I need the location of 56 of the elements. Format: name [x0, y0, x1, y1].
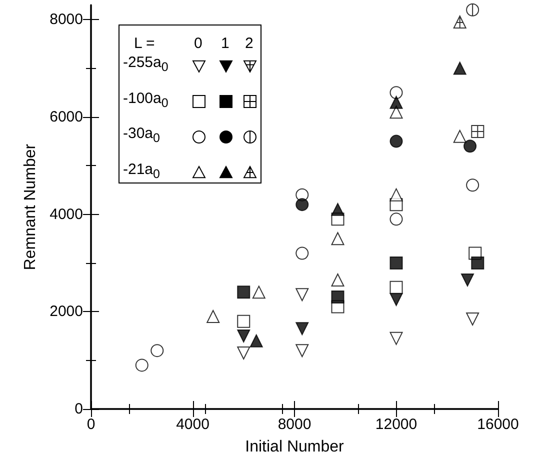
x-tick-label: 16000: [477, 416, 519, 433]
point: [237, 286, 250, 299]
legend-title: L =: [134, 34, 155, 53]
point: [453, 130, 466, 143]
point: [390, 188, 403, 202]
point: [296, 344, 309, 358]
point: [464, 140, 477, 153]
point: [390, 86, 403, 100]
annotation: 0: [194, 34, 202, 53]
point: [466, 178, 480, 192]
y-tick-label: 0: [74, 400, 83, 418]
point: [331, 274, 344, 287]
x-axis-title: Initial Number: [245, 438, 345, 456]
point: [237, 346, 250, 360]
point: [453, 16, 466, 29]
legend-label: -30a$_{0}$: [123, 125, 160, 147]
x-tick-label: 4000: [176, 416, 210, 433]
point: [296, 322, 309, 336]
point: [466, 3, 480, 16]
point: [135, 358, 148, 372]
point: [466, 312, 480, 326]
annotation: 2: [245, 34, 254, 53]
legend-label: -21a$_{0}$: [123, 160, 160, 182]
point: [471, 125, 484, 138]
point: [331, 290, 344, 304]
point: [252, 286, 266, 299]
point: [206, 310, 220, 324]
point: [150, 344, 164, 358]
legend-label: -255a$_{0}$: [123, 54, 168, 76]
point: [390, 256, 403, 270]
point: [460, 274, 474, 287]
point: [250, 334, 263, 348]
point: [390, 96, 403, 109]
point: [296, 246, 309, 260]
point: [296, 198, 309, 212]
point: [471, 256, 484, 270]
legend-label: -100a$_{0}$: [123, 90, 168, 112]
y-tick-label: 4000: [50, 206, 83, 223]
y-axis-title: Remnant Number: [22, 143, 40, 270]
y-tick-label: 6000: [50, 108, 83, 126]
point: [237, 329, 250, 342]
y-tick-label: 8000: [50, 11, 83, 28]
point: [331, 202, 344, 216]
point: [331, 232, 344, 246]
point: [390, 134, 403, 148]
point: [390, 332, 403, 345]
point: [390, 212, 403, 226]
x-tick-label: 0: [86, 416, 96, 433]
point: [296, 288, 309, 302]
point: [237, 314, 250, 328]
point: [453, 62, 466, 75]
x-tick-label: 8000: [278, 416, 312, 433]
y-tick-label: 2000: [50, 303, 83, 320]
point: [390, 280, 403, 294]
annotation: 1: [221, 34, 230, 53]
x-tick-label: 12000: [375, 416, 418, 433]
